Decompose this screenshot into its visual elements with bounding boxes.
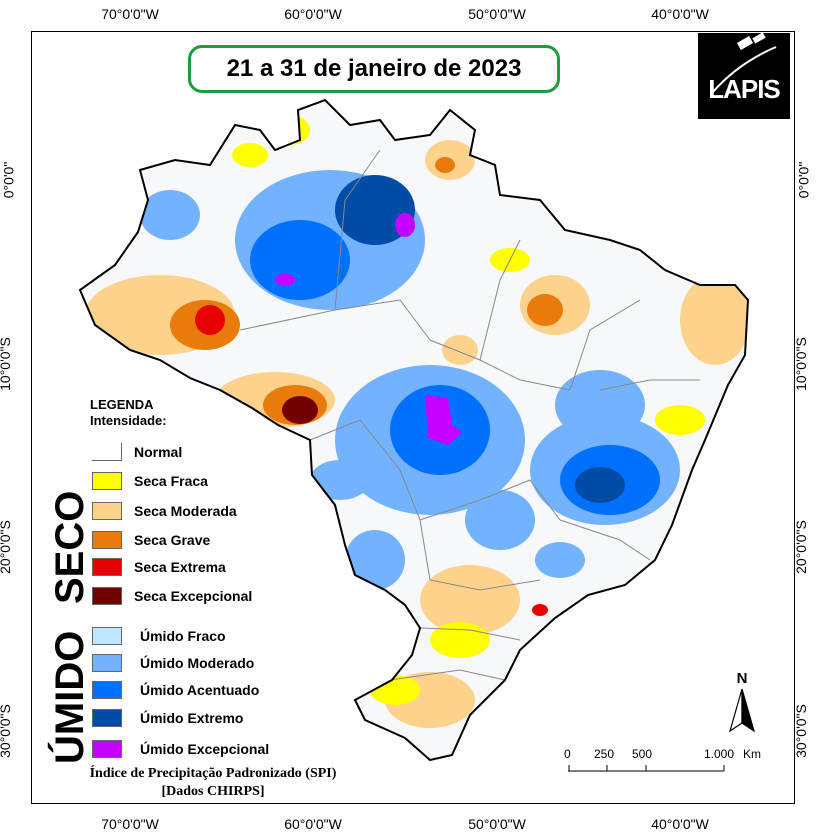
legend-heading: LEGENDA Intensidade:	[90, 397, 167, 429]
legend-label: Úmido Moderado	[140, 655, 255, 671]
legend-swatch-normal	[92, 443, 122, 461]
legend-label: Seca Moderada	[134, 503, 237, 519]
legend-item-umido-acentuado: Úmido Acentuado	[92, 680, 259, 700]
source-line-1: Índice de Precipitação Padronizado (SPI)	[89, 766, 337, 781]
legend-label: Úmido Fraco	[140, 628, 226, 644]
map-title-box: 21 a 31 de janeiro de 2023	[188, 45, 560, 93]
legend-subheading: Intensidade:	[90, 413, 167, 428]
legend-label: Úmido Extremo	[140, 710, 244, 726]
legend-item-umido-moderado: Úmido Moderado	[92, 653, 254, 673]
legend-item-seca-fraca: Seca Fraca	[92, 471, 208, 491]
legend-swatch	[92, 681, 122, 699]
legend-swatch	[92, 709, 122, 727]
coord-top-3: 50°0'0"W	[468, 6, 526, 22]
logo-text: LAPIS	[708, 74, 781, 104]
legend-swatch	[92, 627, 122, 645]
legend-label-normal: Normal	[134, 444, 183, 460]
scale-tick-500: 500	[632, 747, 653, 761]
scale-bar: 0 250 500 1.000 Km	[560, 735, 761, 772]
legend-item-seca-excepcional: Seca Excepcional	[92, 586, 252, 606]
legend-item-normal: Normal	[92, 442, 182, 462]
north-label: N	[736, 670, 748, 687]
coord-top-4: 40°0'0"W	[651, 6, 709, 22]
legend-swatch	[92, 587, 122, 605]
coord-bottom-2: 60°0'0"W	[284, 816, 342, 832]
scale-tick-250: 250	[594, 747, 615, 761]
coord-top-2: 60°0'0"W	[284, 6, 342, 22]
legend-label: Úmido Excepcional	[140, 741, 270, 757]
coord-bottom-4: 40°0'0"W	[651, 816, 709, 832]
satellite-icon	[711, 33, 777, 94]
legend-swatch	[92, 654, 122, 672]
legend-label: Seca Excepcional	[134, 588, 253, 604]
legend-item-seca-moderada: Seca Moderada	[92, 501, 237, 521]
legend-item-umido-fraco: Úmido Fraco	[92, 626, 226, 646]
scale-bar-line	[568, 765, 725, 772]
legend-item-seca-extrema: Seca Extrema	[92, 557, 226, 577]
legend-item-umido-excepcional: Úmido Excepcional	[92, 739, 269, 759]
north-arrow-icon	[728, 688, 756, 733]
legend-label: Seca Extrema	[134, 559, 226, 575]
legend-heading-label: LEGENDA	[90, 397, 154, 412]
lapis-logo: LAPIS	[698, 33, 790, 119]
legend-swatch	[92, 502, 122, 520]
coord-top-1: 70°0'0"W	[101, 6, 159, 22]
wet-group-label: ÚMIDO	[48, 630, 92, 764]
scale-unit: Km	[743, 747, 761, 761]
legend-label: Seca Fraca	[134, 473, 208, 489]
map-title: 21 a 31 de janeiro de 2023	[226, 55, 522, 82]
dry-group-label: SECO	[48, 490, 92, 604]
north-arrow: N	[728, 670, 756, 740]
scale-tick-0: 0	[564, 747, 571, 761]
legend-swatch	[92, 558, 122, 576]
scale-tick-1000: 1.000	[704, 747, 735, 761]
legend-label: Seca Grave	[134, 532, 211, 548]
data-source: Índice de Precipitação Padronizado (SPI)…	[58, 765, 368, 801]
legend-item-seca-grave: Seca Grave	[92, 530, 210, 550]
legend-item-umido-extremo: Úmido Extremo	[92, 708, 243, 728]
legend-swatch	[92, 740, 122, 758]
coord-bottom-3: 50°0'0"W	[468, 816, 526, 832]
legend-swatch	[92, 472, 122, 490]
legend-label: Úmido Acentuado	[140, 682, 260, 698]
coord-bottom-1: 70°0'0"W	[101, 816, 159, 832]
source-line-2: [Dados CHIRPS]	[161, 784, 265, 799]
legend-swatch	[92, 531, 122, 549]
